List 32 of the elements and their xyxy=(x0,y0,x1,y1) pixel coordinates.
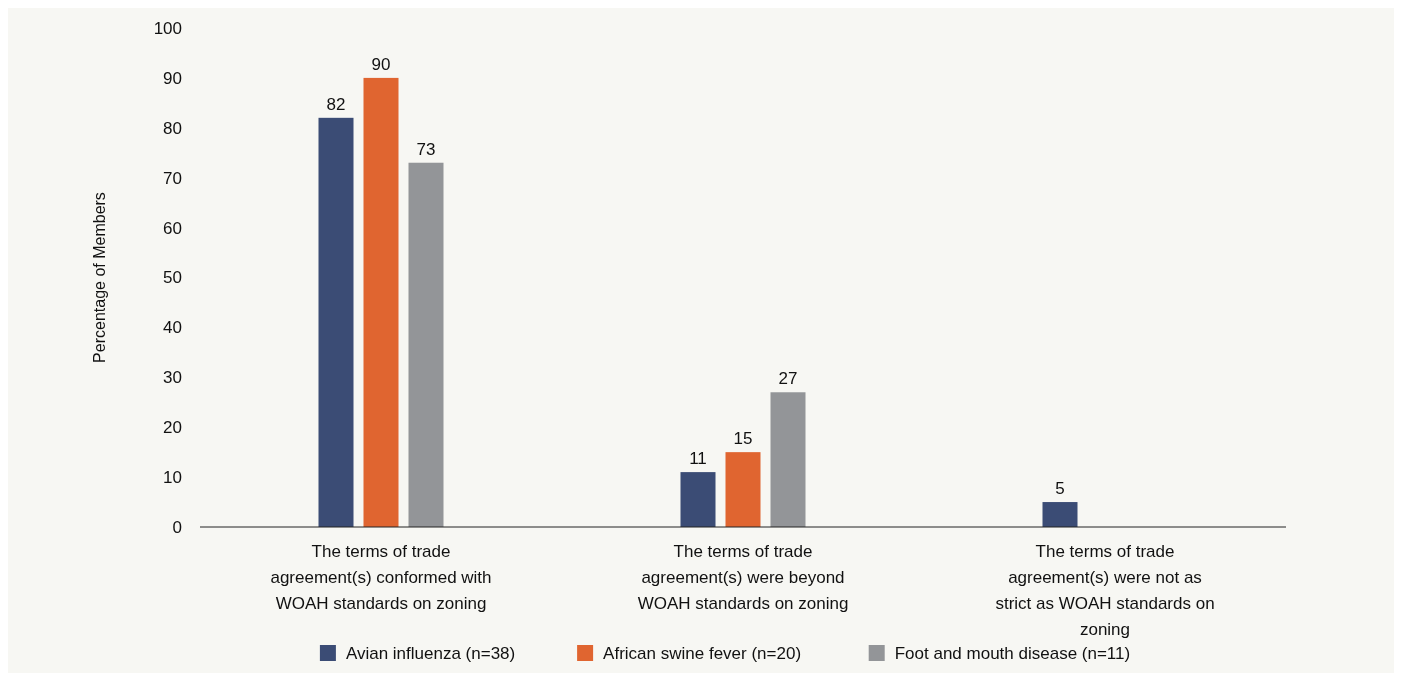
y-tick-label: 100 xyxy=(153,18,182,38)
bar xyxy=(408,162,444,527)
y-tick-label: 40 xyxy=(163,318,182,338)
bar xyxy=(1042,502,1078,527)
y-axis-title: Percentage of Members xyxy=(91,192,108,363)
y-tick-label: 80 xyxy=(163,118,182,138)
x-tick-label: The terms of trade agreement(s) were beyond WOAH standards on zoning xyxy=(637,542,849,613)
legend-label: Avian influenza (n=38) xyxy=(345,644,516,663)
y-tick-label: 20 xyxy=(163,418,182,438)
bar xyxy=(725,452,761,527)
data-label: 27 xyxy=(778,369,798,389)
data-label: 73 xyxy=(416,139,436,159)
bar xyxy=(770,392,806,527)
data-label: 15 xyxy=(733,429,753,449)
legend-label: Foot and mouth disease (n=11) xyxy=(894,644,1131,663)
y-tick-label: 30 xyxy=(163,368,182,388)
data-label: 5 xyxy=(1055,479,1065,499)
bar xyxy=(363,77,399,527)
data-label: 90 xyxy=(371,54,391,74)
legend-label: African swine fever (n=20) xyxy=(603,644,802,663)
bar xyxy=(680,472,716,527)
data-label: 82 xyxy=(326,94,346,114)
x-tick-label: The terms of trade agreement(s) were not as strict as WOAH standards on zoning xyxy=(995,542,1215,639)
y-tick-label: 0 xyxy=(172,517,182,537)
bar xyxy=(318,117,354,527)
x-tick-label: The terms of trade agreement(s) conformed with WOAH standards on zoning xyxy=(270,542,492,613)
y-tick-label: 70 xyxy=(163,168,182,188)
y-tick-label: 60 xyxy=(163,218,182,238)
y-tick-label: 10 xyxy=(163,468,182,488)
y-tick-label: 90 xyxy=(163,68,182,88)
data-label: 11 xyxy=(689,449,707,469)
y-tick-label: 50 xyxy=(163,268,182,288)
